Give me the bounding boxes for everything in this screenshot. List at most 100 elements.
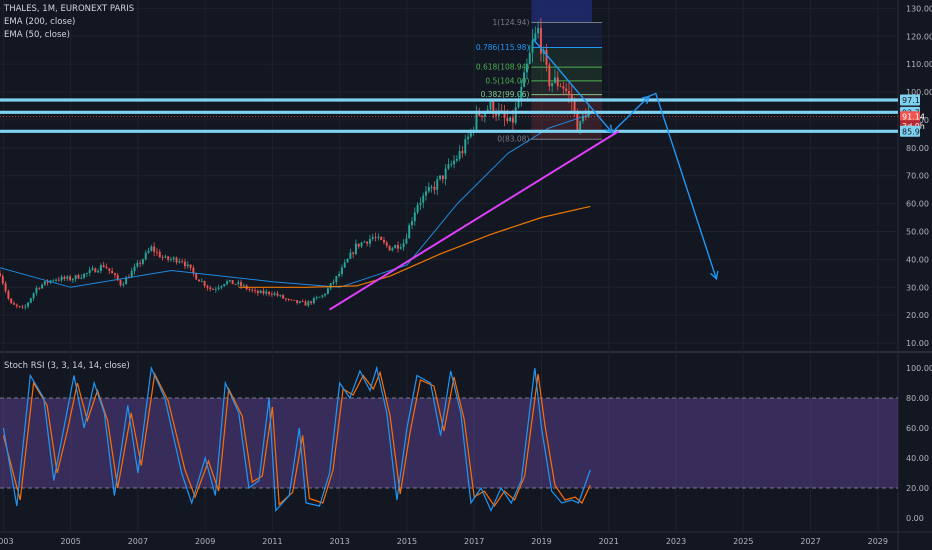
candle-body	[212, 289, 214, 290]
candle-body	[130, 271, 133, 278]
candle-body	[150, 246, 153, 251]
candle-body	[394, 245, 397, 249]
candle-body	[481, 115, 484, 117]
price-badge-label: 85.92	[902, 127, 925, 136]
price-badge	[900, 125, 920, 137]
y-tick-label: 120.00	[906, 32, 932, 41]
candle-body	[489, 101, 492, 110]
candle-body	[13, 303, 15, 305]
projection-arrow-head	[641, 95, 651, 105]
candle-body	[360, 242, 363, 247]
candle-body	[377, 236, 380, 238]
candle-body	[83, 273, 86, 278]
candle-body	[402, 243, 405, 248]
candle-body	[237, 282, 240, 285]
ema50-legend[interactable]: EMA (50, close)	[4, 30, 70, 40]
candle-body	[88, 269, 91, 273]
candle-body	[29, 298, 32, 303]
drawings[interactable]	[329, 38, 719, 311]
candle-body	[312, 298, 315, 304]
y-tick-label: 80.00	[906, 144, 929, 153]
symbol-legend[interactable]: THALES, 1M, EURONEXT PARIS	[4, 4, 135, 14]
candle-body	[382, 239, 385, 243]
candle-body	[279, 295, 282, 296]
price-badge-label: 97.14	[902, 96, 925, 105]
candle-body	[310, 301, 313, 304]
rsi-y-tick-label: 100.00	[906, 364, 932, 373]
candle-body	[147, 250, 150, 253]
candle-body	[576, 110, 579, 133]
price-badge	[900, 94, 920, 106]
candle-body	[357, 243, 360, 247]
y-tick-label: 20.00	[906, 311, 929, 320]
candle-body	[287, 299, 290, 300]
candle-body	[455, 158, 458, 161]
fib-zone-band	[531, 22, 603, 48]
candle-body	[240, 282, 243, 286]
candle-body	[514, 107, 517, 123]
candle-body	[41, 284, 44, 289]
candle-body	[573, 100, 576, 111]
ema200-legend[interactable]: EMA (200, close)	[4, 17, 76, 27]
candle-body	[464, 139, 467, 154]
y-tick-label: 30.00	[906, 283, 929, 292]
candle-body	[198, 279, 200, 282]
candle-body	[125, 277, 128, 285]
candle-body	[537, 28, 540, 34]
candle-body	[38, 287, 41, 289]
candle-body	[60, 276, 63, 281]
candle-body	[55, 279, 58, 281]
stoch-rsi-legend[interactable]: Stoch RSI (3, 3, 14, 14, close)	[4, 361, 130, 371]
candle-body	[520, 86, 523, 101]
candle-body	[385, 242, 388, 246]
candle-body	[217, 287, 220, 289]
candle-body	[144, 252, 147, 260]
x-tick-label: 2019	[531, 537, 551, 546]
y-tick-label: 50.00	[906, 227, 929, 236]
candle-body	[453, 160, 456, 165]
fibonacci-retracement[interactable]: 1(124.94) 0.786(115.98) 0.618(108.94) 0.5(1…	[476, 0, 603, 144]
ema200-line	[238, 205, 591, 288]
candle-body	[562, 86, 565, 89]
candle-body	[265, 291, 268, 294]
candle-body	[282, 295, 285, 299]
fib-level-label: 0.5(104.00)	[485, 76, 529, 85]
candle-body	[186, 264, 189, 267]
projection-arrow-head	[604, 124, 614, 134]
candle-body	[439, 175, 442, 180]
candle-body	[52, 280, 55, 282]
candle-body	[1, 276, 4, 284]
candle-body	[413, 212, 416, 222]
candle-body	[315, 297, 318, 299]
candle-body	[433, 186, 436, 190]
candle-body	[80, 277, 83, 279]
candle-body	[254, 290, 257, 292]
candle-body	[329, 283, 332, 289]
candle-body	[71, 279, 74, 281]
horizontal-levels[interactable]	[0, 98, 898, 133]
rsi-y-tick-label: 20.00	[906, 484, 929, 493]
candle-body	[458, 151, 461, 159]
x-tick-label: 2015	[397, 537, 417, 546]
candle-body	[122, 284, 125, 286]
candle-body	[63, 276, 66, 279]
candle-body	[430, 186, 433, 188]
candle-body	[338, 274, 341, 277]
candle-body	[94, 268, 97, 273]
candle-body	[425, 191, 427, 196]
candle-body	[391, 248, 394, 251]
candle-body	[203, 281, 206, 286]
x-tick-label: 2003	[0, 537, 14, 546]
y-tick-label: 70.00	[906, 172, 929, 181]
candle-body	[7, 291, 10, 299]
candle-body	[523, 72, 526, 87]
candle-body	[158, 251, 161, 258]
candle-body	[108, 268, 111, 271]
candle-body	[579, 121, 582, 133]
candle-body	[450, 164, 453, 165]
y-tick-label: 100.00	[906, 88, 932, 97]
candle-body	[172, 257, 175, 260]
candle-body	[511, 117, 514, 123]
candle-body	[551, 82, 554, 87]
